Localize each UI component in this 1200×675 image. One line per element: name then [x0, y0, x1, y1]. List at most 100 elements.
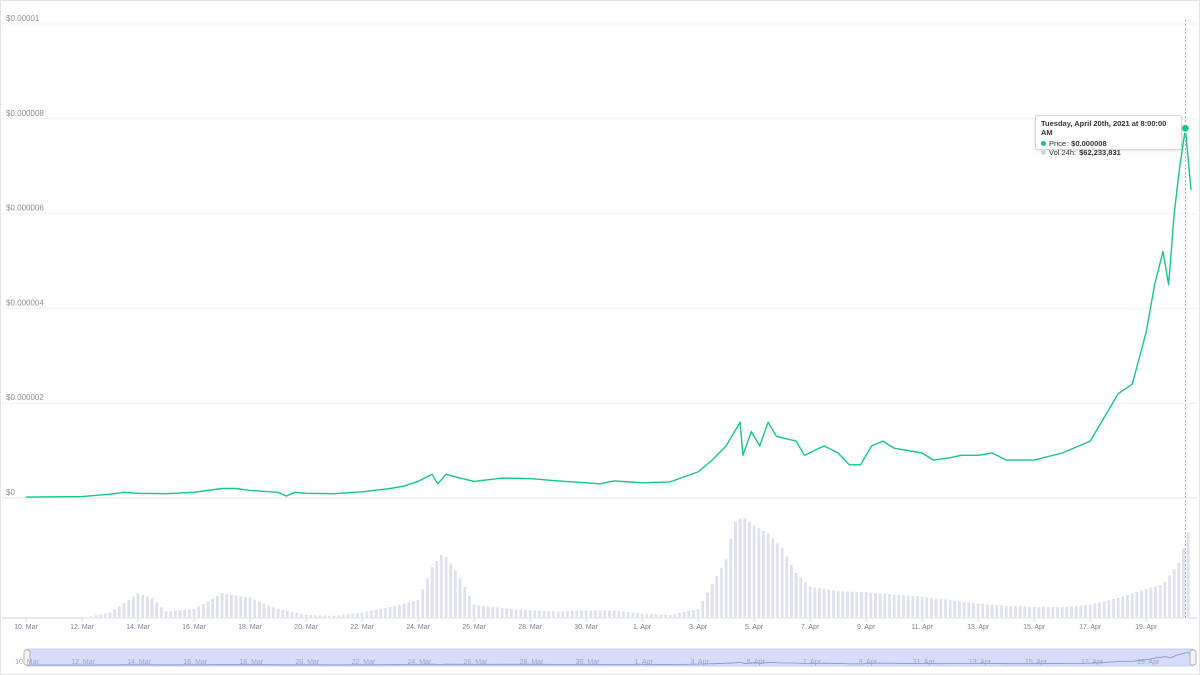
- volume-bar: [911, 595, 915, 619]
- navigator-tick-label: 14. Mar: [127, 659, 151, 666]
- volume-bar: [1074, 605, 1078, 619]
- volume-bar: [710, 583, 714, 619]
- y-tick-label: $0: [6, 488, 15, 497]
- volume-bar: [700, 600, 705, 619]
- volume-bar: [257, 601, 262, 619]
- volume-bar: [336, 614, 341, 619]
- volume-bar: [1111, 598, 1116, 619]
- volume-bar: [943, 599, 948, 619]
- volume-bar: [560, 610, 565, 619]
- x-tick-label: 26. Mar: [462, 624, 486, 631]
- volume-bar: [672, 613, 677, 619]
- volume-bar: [929, 597, 934, 619]
- volume-bar: [439, 554, 444, 619]
- volume-bar: [108, 612, 112, 619]
- volume-bar: [131, 596, 136, 619]
- volume-bar: [346, 613, 350, 619]
- volume-bar: [630, 612, 635, 619]
- volume-bar: [934, 598, 938, 619]
- volume-bar: [714, 575, 719, 619]
- x-tick-label: 9. Apr: [857, 624, 876, 631]
- volume-bar: [210, 598, 215, 619]
- volume-bar: [299, 613, 304, 619]
- x-tick-label: 7. Apr: [801, 624, 820, 631]
- volume-bar: [532, 610, 537, 619]
- navigator-tick-label: 13. Apr: [969, 659, 992, 666]
- y-tick-label: $0.000006: [6, 204, 44, 213]
- volume-bar: [733, 521, 738, 619]
- tooltip-volume-value: $62,233,831: [1079, 148, 1121, 157]
- volume-bar: [1013, 605, 1018, 619]
- volume-bar: [621, 611, 626, 619]
- volume-bar: [420, 588, 425, 619]
- volume-bar: [696, 608, 700, 619]
- volume-bar: [122, 602, 126, 619]
- volume-bar: [724, 559, 728, 619]
- crosshair: [1180, 20, 1190, 618]
- volume-bar: [89, 615, 94, 619]
- volume-bar: [476, 604, 481, 619]
- volume-bar: [859, 591, 864, 619]
- volume-bar: [243, 596, 248, 619]
- volume-bar: [458, 577, 462, 619]
- volume-bar: [705, 592, 710, 619]
- volume-bar: [542, 610, 546, 619]
- volume-bar: [1046, 606, 1050, 619]
- x-tick-label: 17. Apr: [1079, 624, 1102, 631]
- x-tick-label: 16. Mar: [182, 624, 206, 631]
- volume-bar: [1079, 604, 1083, 619]
- range-navigator[interactable]: 10. Mar 12. Mar 14. Mar 16. Mar 18. Mar 20. M…: [15, 648, 1197, 667]
- volume-bar: [182, 609, 187, 619]
- grid: [2, 23, 1197, 619]
- volume-bar: [467, 595, 472, 619]
- volume-bar: [117, 605, 122, 619]
- volume-bar: [369, 610, 374, 619]
- volume-bar: [836, 590, 840, 619]
- price-series-line: [25, 127, 1192, 498]
- volume-bar: [1032, 606, 1036, 619]
- volume-bar: [803, 581, 808, 619]
- volume-bar: [252, 599, 257, 619]
- navigator-tick-label: 26. Mar: [464, 659, 488, 666]
- navigator-handle-right[interactable]: [1189, 649, 1197, 666]
- volume-bar: [444, 556, 448, 619]
- navigator-handle-left[interactable]: [23, 649, 31, 666]
- volume-bar: [644, 613, 649, 619]
- volume-bar: [981, 603, 985, 619]
- x-tick-label: 1. Apr: [633, 624, 652, 631]
- volume-bar: [1023, 606, 1027, 619]
- navigator-tick-label: 12. Mar: [71, 659, 95, 666]
- volume-bar: [285, 610, 290, 619]
- volume-bar: [738, 517, 742, 619]
- volume-bar: [1083, 604, 1088, 619]
- volume-bar: [953, 600, 957, 619]
- volume-bar: [766, 533, 770, 619]
- volume-bar: [350, 613, 355, 619]
- volume-bar: [486, 605, 490, 619]
- x-tick-label: 3. Apr: [689, 624, 708, 631]
- volume-bar: [752, 525, 756, 619]
- x-tick-label: 12. Mar: [70, 624, 94, 631]
- volume-bar: [178, 609, 182, 619]
- volume-bar: [528, 609, 532, 619]
- x-tick-label: 15. Apr: [1023, 624, 1046, 631]
- volume-bar: [626, 611, 630, 619]
- volume-bar: [313, 614, 318, 619]
- volume-bar: [584, 609, 588, 619]
- volume-bar: [154, 601, 159, 619]
- volume-bar: [686, 610, 691, 619]
- volume-bar: [187, 609, 192, 619]
- volume-bar: [612, 609, 616, 619]
- volume-bar: [1037, 606, 1041, 619]
- volume-bar: [822, 588, 826, 619]
- volume-bar: [360, 612, 364, 619]
- volume-bar: [1093, 603, 1097, 619]
- navigator-tick-label: 5. Apr: [747, 659, 766, 666]
- volume-bar: [925, 596, 929, 619]
- price-hover-point: [1180, 123, 1190, 133]
- tooltip-volume-row: Vol 24h: $62,233,831: [1041, 148, 1176, 157]
- navigator-tick-label: 1. Apr: [634, 659, 653, 666]
- volume-bar: [140, 594, 145, 619]
- volume-bar: [294, 612, 299, 619]
